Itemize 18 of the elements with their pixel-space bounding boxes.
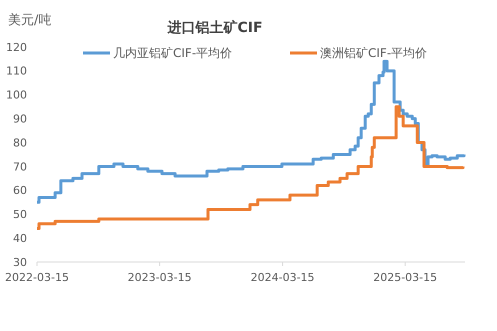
y-axis-title: 美元/吨 [8,12,52,28]
y-tick-label: 30 [13,256,27,269]
x-tick-label: 2024-03-15 [250,271,315,284]
chart-title: 进口铝土矿CIF [166,19,263,36]
x-tick-label: 2022-03-15 [5,271,69,284]
y-tick-label: 120 [6,40,27,54]
y-tick-label: 50 [13,208,27,222]
y-tick-label: 80 [13,136,27,150]
y-tick-label: 40 [13,232,27,245]
y-tick-label: 110 [6,64,27,78]
x-tick-label: 2023-03-15 [128,271,192,284]
y-tick-label: 90 [13,112,27,126]
y-tick-label: 70 [13,160,27,174]
legend-label: 几内亚铝矿CIF-平均价 [113,46,232,60]
y-tick-label: 100 [6,88,27,102]
legend-label: 澳洲铝矿CIF-平均价 [320,46,428,60]
x-tick-label: 2025-03-15 [373,271,438,284]
y-tick-label: 60 [13,184,27,198]
